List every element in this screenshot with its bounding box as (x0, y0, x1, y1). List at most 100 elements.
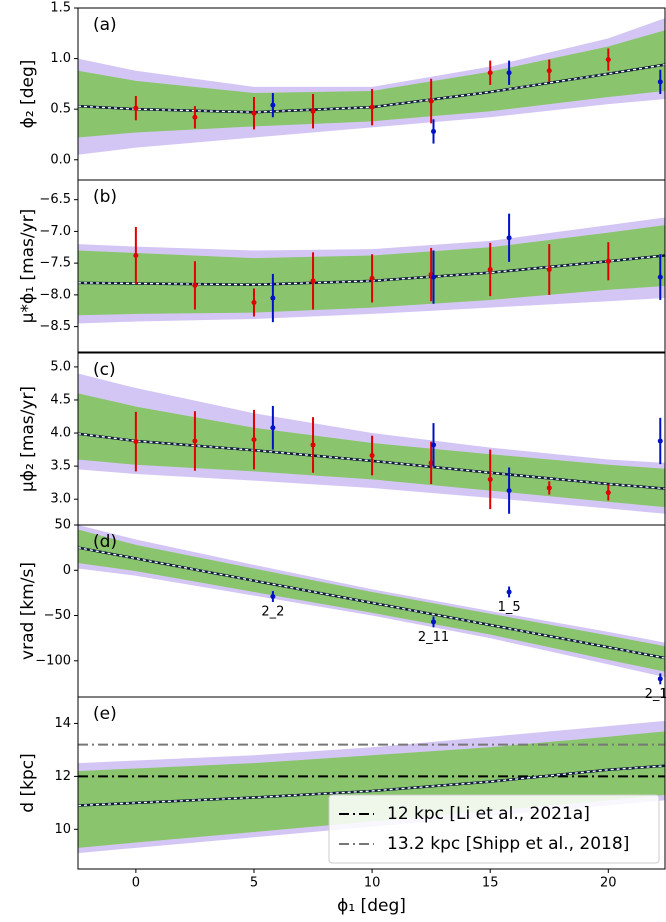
data-point (506, 589, 512, 595)
data-point (270, 594, 276, 600)
legend: 12 kpc [Li et al., 2021a] 13.2 kpc [Shipp… (328, 794, 660, 864)
x-axis-label: ϕ₁ [deg] (337, 896, 406, 916)
data-point (506, 70, 512, 76)
data-point (657, 676, 663, 682)
data-point (431, 619, 437, 625)
data-point (431, 442, 437, 448)
data-point (428, 460, 434, 466)
panel-label: (c) (93, 360, 116, 380)
data-point (310, 108, 316, 114)
y-tick-label: 1.0 (50, 51, 71, 66)
data-point (487, 476, 493, 482)
axes-frame (77, 179, 666, 353)
x-tick-label: 20 (600, 876, 617, 891)
y-axis-label: μ*ϕ₁ [mas/yr] (18, 209, 38, 324)
data-point (251, 110, 257, 116)
panel: −8.5 −8.0 −7.5 −7.0 −6.5 (b) μ*ϕ₁ [mas/yr] (18, 179, 666, 353)
y-tick-label: 4.5 (50, 392, 71, 407)
plot-area (78, 525, 665, 678)
x-tick-label: 15 (482, 876, 499, 891)
point-label: 1_5 (498, 600, 521, 615)
data-point (546, 266, 552, 272)
y-axis-label: vrad [km/s] (18, 562, 38, 660)
panel: 3.0 3.5 4.0 4.5 5.0 (c) μϕ₂ [mas/yr] (18, 352, 666, 526)
panel-label: (e) (93, 704, 117, 724)
data-point (487, 266, 493, 272)
plot-area (78, 18, 665, 155)
panel: 2_2 2_11 1_5 2_14 −100 −50 0 50 (d) vrad [km/s] (18, 518, 666, 702)
data-point (133, 439, 139, 445)
y-tick-label: 12 (54, 769, 71, 784)
y-tick-label: 3.0 (50, 492, 71, 507)
panel: 0.0 0.5 1.0 1.5 (a) ϕ₂ [deg] (18, 1, 666, 181)
data-point (431, 274, 437, 280)
data-point (487, 70, 493, 76)
data-point (192, 438, 198, 444)
y-axis-label: d [kpc] (18, 753, 38, 812)
y-tick-label: 5.0 (50, 359, 71, 374)
y-tick-label: −7.5 (39, 256, 71, 271)
legend-label: 13.2 kpc [Shipp et al., 2018] (387, 834, 629, 854)
data-point (133, 253, 139, 259)
y-tick-label: 3.5 (50, 459, 71, 474)
data-point (369, 104, 375, 110)
data-point (506, 488, 512, 494)
y-tick-label: −7.0 (39, 224, 71, 239)
point-label: 2_14 (645, 687, 666, 702)
y-tick-label: 14 (54, 716, 71, 731)
data-point (657, 438, 663, 444)
data-point (270, 102, 276, 108)
data-point (310, 278, 316, 284)
panel-label: (b) (93, 187, 117, 207)
data-point (369, 275, 375, 281)
data-point (270, 425, 276, 431)
data-point (192, 114, 198, 120)
y-tick-label: 10 (54, 822, 71, 837)
data-point (133, 105, 139, 111)
point-label: 2_11 (418, 630, 449, 645)
data-point (546, 68, 552, 74)
data-point (192, 282, 198, 288)
model-band (78, 529, 665, 672)
data-point (506, 235, 512, 241)
mean-curve (78, 546, 665, 660)
legend-label: 12 kpc [Li et al., 2021a] (387, 804, 590, 824)
y-tick-label: 0.5 (50, 102, 71, 117)
axes-frame (77, 696, 666, 870)
data-point (605, 490, 611, 496)
data-point (605, 57, 611, 63)
data-point (428, 98, 434, 104)
data-point (546, 485, 552, 491)
x-tick-label: 10 (364, 876, 381, 891)
y-tick-label: −8.0 (39, 287, 71, 302)
y-axis-label: μϕ₂ [mas/yr] (18, 386, 38, 492)
data-point (251, 437, 257, 443)
point-label: 2_2 (261, 604, 284, 619)
x-tick-label: 0 (132, 876, 140, 891)
y-tick-label: 0.0 (50, 152, 71, 167)
data-point (657, 274, 663, 280)
panel: 10 12 14 0 5 10 15 20 (e) d [kpc] ϕ₁ [deg] 12 kpc [… (18, 696, 666, 916)
y-axis-label: ϕ₂ [deg] (18, 60, 38, 129)
panel-label: (a) (93, 15, 117, 35)
data-point (605, 258, 611, 264)
y-tick-label: −8.5 (39, 319, 71, 334)
data-point (270, 295, 276, 301)
data-point (431, 128, 437, 134)
y-tick-label: 4.0 (50, 426, 71, 441)
y-tick-label: 50 (54, 518, 71, 533)
y-tick-label: 0 (63, 563, 71, 578)
panel-label: (d) (93, 532, 117, 552)
data-point (251, 299, 257, 305)
model-band (78, 731, 665, 848)
data-point (657, 79, 663, 85)
y-tick-label: −50 (44, 608, 71, 623)
mean-curve-dash (78, 765, 665, 807)
data-point (310, 442, 316, 448)
data-point (369, 453, 375, 459)
y-tick-label: −100 (35, 653, 71, 668)
legend-box (328, 794, 660, 864)
y-tick-label: −6.5 (39, 192, 71, 207)
y-tick-label: 1.5 (50, 1, 71, 16)
